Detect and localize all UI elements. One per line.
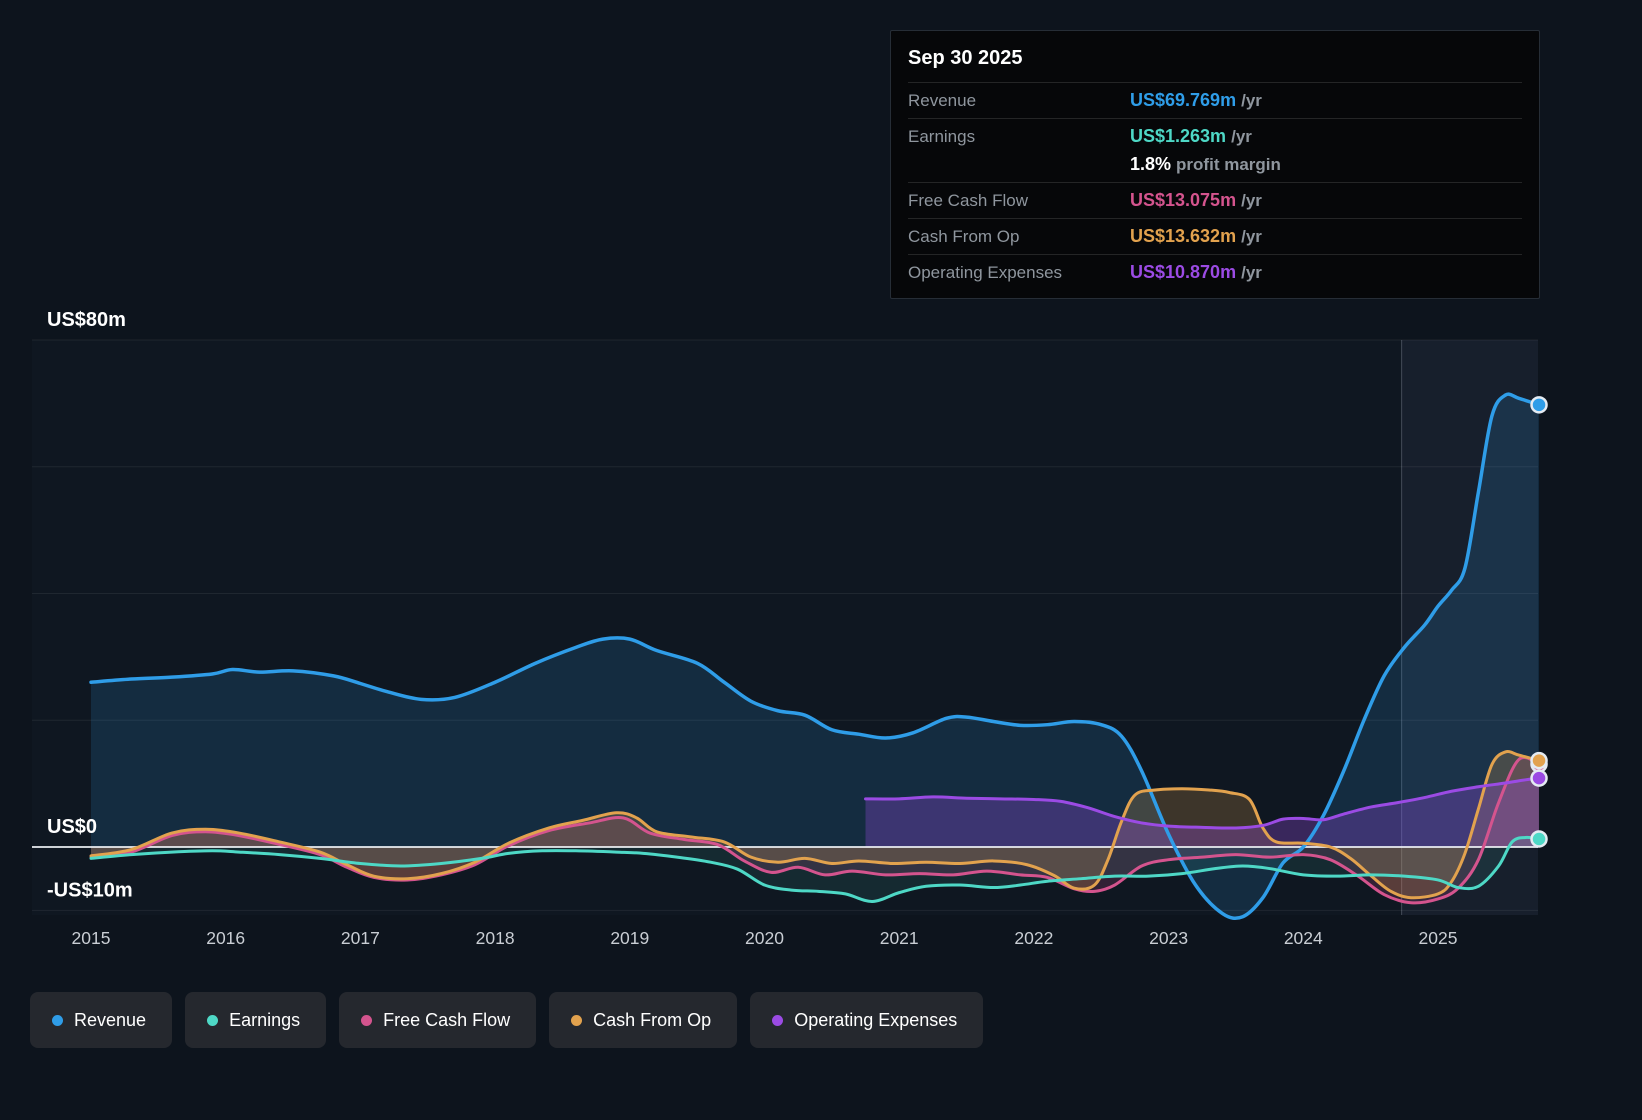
operating-expenses-line[interactable]: [864, 776, 1541, 830]
legend-item-operating-expenses[interactable]: Operating Expenses: [750, 992, 984, 1048]
y-axis-label: US$80m: [47, 309, 126, 331]
legend-label: Operating Expenses: [794, 1009, 958, 1030]
earnings-line[interactable]: [89, 835, 1541, 904]
cash-from-op-dot-icon: [571, 1014, 583, 1026]
x-axis-label: 2023: [1149, 928, 1188, 948]
revenue-area: [91, 394, 1540, 919]
tooltip-value: 1.8% profit margin: [1130, 154, 1281, 174]
x-axis-label: 2020: [745, 928, 784, 948]
operating-expenses-area: [865, 778, 1540, 847]
x-axis-label: 2025: [1419, 928, 1458, 948]
legend-item-free-cash-flow[interactable]: Free Cash Flow: [339, 992, 537, 1048]
x-axis-label: 2017: [341, 928, 380, 948]
tooltip-label: Revenue: [908, 91, 977, 110]
legend-label: Earnings: [229, 1009, 301, 1030]
operating-expenses-dot-icon: [772, 1014, 784, 1026]
tooltip-date: Sep 30 2025: [908, 47, 1023, 69]
tooltip-value: US$1.263m /yr: [1130, 126, 1252, 146]
y-axis-label: -US$10m: [47, 879, 133, 901]
tooltip-label: Operating Expenses: [908, 263, 1063, 282]
tooltip-label: Cash From Op: [908, 227, 1020, 246]
legend-label: Cash From Op: [593, 1009, 712, 1030]
tooltip-value: US$10.870m /yr: [1130, 262, 1262, 282]
revenue-line[interactable]: [89, 392, 1541, 921]
x-axis-label: 2021: [880, 928, 919, 948]
tooltip-value: US$13.632m /yr: [1130, 226, 1262, 246]
tooltip-value: US$13.075m /yr: [1130, 190, 1262, 210]
cash-from-op-end-dot: [1530, 751, 1548, 770]
legend-item-earnings[interactable]: Earnings: [185, 992, 327, 1048]
tooltip-value: US$69.769m /yr: [1130, 90, 1262, 110]
operating-expenses-end-dot: [1530, 769, 1548, 787]
earnings-end-dot: [1530, 830, 1548, 848]
x-axis-label: 2019: [610, 928, 649, 948]
legend-label: Free Cash Flow: [383, 1009, 511, 1030]
cash-from-op-line[interactable]: [89, 750, 1541, 900]
tooltip-label: Earnings: [908, 127, 976, 146]
x-axis-label: 2016: [206, 928, 245, 948]
y-axis-label: US$0: [47, 816, 97, 838]
x-axis-label: 2024: [1284, 928, 1323, 948]
x-axis-label: 2018: [476, 928, 515, 948]
tooltip-row-operating-expenses: Operating Expenses US$10.870m /yr: [908, 254, 1522, 290]
tooltip-row-profit-margin: 1.8% profit margin: [908, 154, 1522, 182]
tooltip-label: Free Cash Flow: [908, 191, 1028, 210]
tooltip-row-free-cash-flow: Free Cash Flow US$13.075m /yr: [908, 182, 1522, 218]
chart-tooltip: Sep 30 2025 Revenue US$69.769m /yr Earni…: [890, 30, 1540, 299]
legend-label: Revenue: [74, 1009, 147, 1030]
revenue-dot-icon: [52, 1014, 63, 1026]
free-cash-flow-dot-icon: [361, 1014, 373, 1026]
legend-item-revenue[interactable]: Revenue: [30, 992, 173, 1048]
tooltip-row-cash-from-op: Cash From Op US$13.632m /yr: [908, 218, 1522, 254]
revenue-end-dot: [1530, 396, 1548, 414]
tooltip-row-revenue: Revenue US$69.769m /yr: [908, 82, 1522, 118]
tooltip-row-earnings: Earnings US$1.263m /yr: [908, 118, 1522, 154]
x-axis-label: 2015: [72, 928, 111, 948]
legend-item-cash-from-op[interactable]: Cash From Op: [549, 992, 738, 1048]
x-axis-label: 2022: [1014, 928, 1053, 948]
cashflow-history-chart[interactable]: US$80m US$0 -US$10m 2015 2016 2017 2018 2019 202…: [0, 0, 1642, 960]
earnings-dot-icon: [207, 1014, 219, 1026]
free-cash-flow-area: [91, 757, 1540, 903]
chart-legend: Revenue Earnings Free Cash Flow Cash Fro…: [30, 992, 984, 1048]
